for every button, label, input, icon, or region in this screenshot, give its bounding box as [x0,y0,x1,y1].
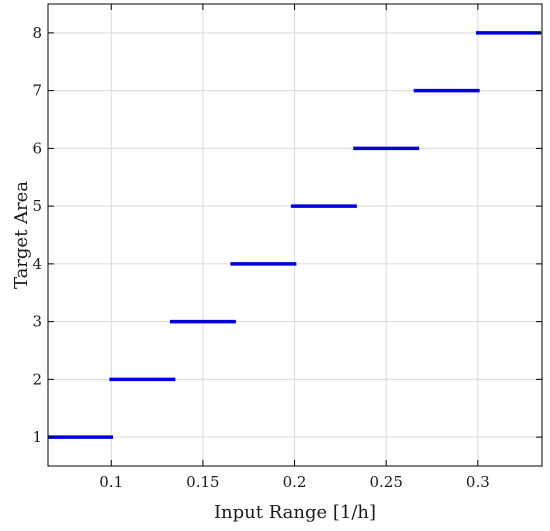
y-tick-label: 2 [32,370,42,388]
x-tick-label: 0.2 [283,473,307,491]
x-tick-label: 0.3 [466,473,490,491]
y-tick-label: 5 [32,197,42,215]
y-tick-label: 8 [32,24,42,42]
x-tick-label: 0.15 [186,473,219,491]
y-tick-label: 3 [32,313,42,331]
x-axis-label: Input Range [1/h] [214,502,376,523]
y-tick-label: 1 [32,428,42,446]
tick-marks [48,4,542,466]
y-tick-label: 7 [32,82,42,100]
x-tick-label: 0.1 [99,473,123,491]
y-tick-label: 4 [32,255,42,273]
tick-labels: 0.1 0.15 0.2 0.25 0.3 1 2 3 4 5 6 7 8 [32,24,489,491]
y-axis-label: Target Area [11,181,32,289]
step-series [48,31,541,439]
y-tick-label: 6 [32,139,42,157]
grid [48,4,542,466]
x-tick-label: 0.25 [369,473,402,491]
